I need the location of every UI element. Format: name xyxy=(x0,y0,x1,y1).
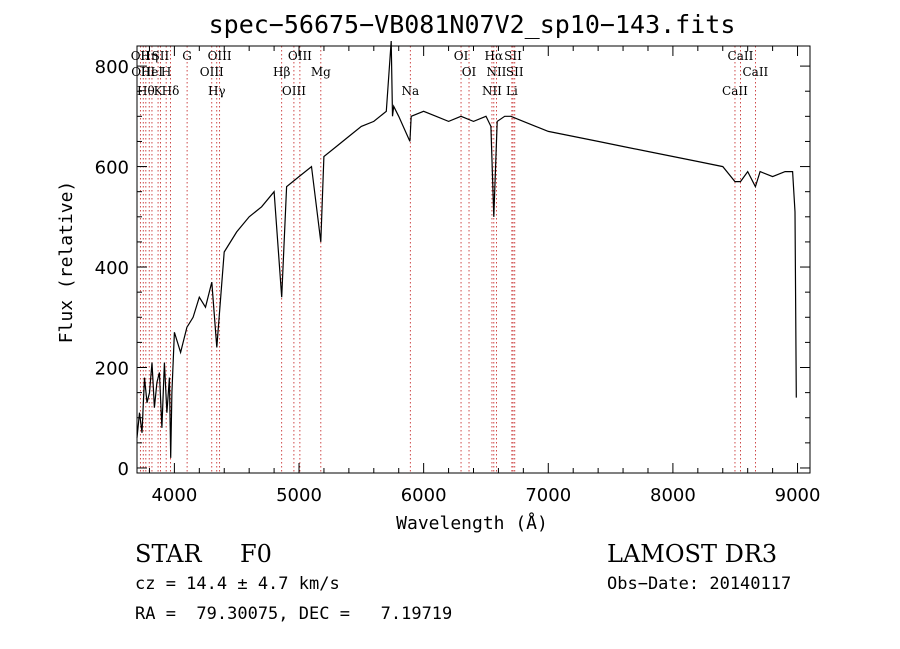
subclass: F0 xyxy=(240,540,272,568)
coordinates: RA = 79.30075, DEC = 7.19719 xyxy=(135,604,453,624)
line-label-20: NII xyxy=(482,84,502,98)
x-tick-label-0: 4000 xyxy=(151,485,197,506)
y-tick-label-2: 400 xyxy=(95,258,129,279)
line-label-15: OIII xyxy=(288,49,312,63)
x-axis-label: Wavelength (Å) xyxy=(396,512,548,534)
line-label-10: OIII xyxy=(200,65,224,79)
line-label-6: SII xyxy=(152,49,170,63)
line-label-14: OIII xyxy=(282,84,306,98)
line-label-19: OI xyxy=(462,65,477,79)
y-axis-label: Flux (relative) xyxy=(56,181,77,344)
line-label-12: OIII xyxy=(208,49,232,63)
y-tick-label-4: 800 xyxy=(95,57,129,78)
spectrum-line xyxy=(136,40,797,458)
x-axis-ticks: 4000 5000 6000 7000 8000 9000 xyxy=(148,46,821,506)
line-label-26: CaII xyxy=(722,84,748,98)
line-label-23: Li xyxy=(506,84,518,98)
line-label-5: K xyxy=(154,84,164,98)
line-label-11: Hγ xyxy=(208,84,226,98)
line-label-3: Hη xyxy=(140,49,158,63)
line-label-13: Hβ xyxy=(273,65,290,79)
x-tick-label-3: 7000 xyxy=(525,485,571,506)
line-label-18: OI xyxy=(454,49,469,63)
redshift-cz: cz = 14.4 ± 4.7 km/s xyxy=(135,574,340,594)
line-label-28: CaII xyxy=(742,65,768,79)
y-tick-label-1: 200 xyxy=(95,359,129,380)
line-label-7: H xyxy=(161,65,171,79)
line-label-22: NII xyxy=(486,65,506,79)
x-tick-label-5: 9000 xyxy=(775,485,821,506)
line-label-16: Mg xyxy=(311,65,331,79)
line-label-24: SII xyxy=(504,49,522,63)
line-label-8: Hδ xyxy=(162,84,180,98)
obs-date: Obs−Date: 20140117 xyxy=(607,574,792,594)
y-axis-ticks: 0 200 400 600 800 xyxy=(95,57,810,480)
line-label-2: Hθ xyxy=(137,84,155,98)
line-label-25: SII xyxy=(506,65,524,79)
chart-title: spec−56675−VB081N07V2_sp10−143.fits xyxy=(209,10,736,39)
plot-frame xyxy=(136,45,811,474)
line-label-17: Na xyxy=(401,84,419,98)
line-label-9: G xyxy=(182,49,192,63)
x-tick-label-1: 5000 xyxy=(276,485,322,506)
line-label-21: Hα xyxy=(485,49,504,63)
line-label-4: HeI xyxy=(141,65,164,79)
spectral-line-labels: OII OIII Hθ Hη HeI K SII H Hδ G OIII Hγ OIII Hβ OIII OI… xyxy=(131,49,769,98)
object-type: STAR xyxy=(135,540,202,568)
y-tick-label-3: 600 xyxy=(95,158,129,179)
spectral-line-markers xyxy=(139,46,756,473)
line-label-27: CaII xyxy=(728,49,754,63)
x-tick-label-2: 6000 xyxy=(401,485,447,506)
line-label-0: OII xyxy=(131,49,151,63)
survey-name: LAMOST DR3 xyxy=(607,540,778,568)
x-tick-label-4: 8000 xyxy=(650,485,696,506)
y-tick-label-0: 0 xyxy=(118,459,129,480)
